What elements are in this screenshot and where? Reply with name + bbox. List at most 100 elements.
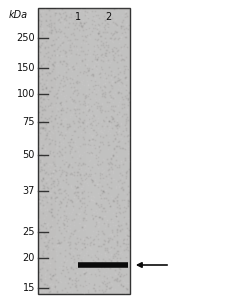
Point [61,42,64,47]
Point [72,228,76,233]
Point [50,68,53,73]
Point [85,78,88,83]
Point [124,83,128,88]
Point [99,109,103,114]
Point [84,217,88,222]
Point [86,62,89,67]
Point [102,29,105,34]
Point [49,44,52,49]
Point [73,14,77,19]
Point [64,176,68,181]
Point [68,124,71,129]
Point [73,60,77,65]
Point [84,149,88,154]
Point [68,97,71,102]
Point [38,272,41,277]
Point [115,10,119,15]
Text: 250: 250 [16,33,35,43]
Point [89,194,93,199]
Point [115,130,118,135]
Point [105,11,108,16]
Point [96,57,99,62]
Point [77,115,81,120]
Point [92,195,96,200]
Point [94,200,98,205]
Point [111,170,115,175]
Point [125,236,129,241]
Point [127,234,130,239]
Point [54,200,58,205]
Point [78,102,82,107]
Point [86,119,89,124]
Point [87,137,90,142]
Point [40,22,44,27]
Point [112,44,115,49]
Point [59,92,62,97]
Point [60,41,64,46]
Point [40,158,43,163]
Point [87,262,91,266]
Point [88,104,91,109]
Point [115,239,119,244]
Point [41,210,45,215]
Point [78,156,82,161]
Point [107,118,110,123]
Point [117,210,121,215]
Point [43,125,47,130]
Point [92,118,95,123]
Point [101,142,105,147]
Point [103,239,106,243]
Point [116,252,120,257]
Point [89,127,93,132]
Point [44,45,47,50]
Point [92,264,96,269]
Point [118,274,121,279]
Point [78,199,82,204]
Point [81,37,85,42]
Point [42,221,45,226]
Point [76,247,79,251]
Point [81,129,85,134]
Point [43,256,47,261]
Point [126,151,130,156]
Point [87,172,90,177]
Point [79,63,82,68]
Point [45,86,49,91]
Point [45,122,48,126]
Point [106,248,109,253]
Point [46,285,50,290]
Point [119,83,122,88]
Point [74,60,78,65]
Point [75,43,78,48]
Point [94,122,98,127]
Point [53,74,56,79]
Point [107,184,111,189]
Point [87,8,91,13]
Point [43,45,46,49]
Point [113,73,117,78]
Point [50,23,53,28]
Point [65,126,69,131]
Point [40,45,44,49]
Point [78,172,82,177]
Point [56,28,59,33]
Point [55,61,58,66]
Point [115,233,119,238]
Point [122,133,126,138]
Point [84,61,88,66]
Point [65,224,69,229]
Point [100,67,103,72]
Point [57,133,60,138]
Point [43,58,47,63]
Point [46,176,50,181]
Point [94,50,97,55]
Point [59,181,62,186]
Point [79,100,82,105]
Point [41,28,45,33]
Point [121,130,125,134]
Point [119,132,123,137]
Point [74,64,78,69]
Point [90,207,93,212]
Point [75,8,79,13]
Point [92,261,95,266]
